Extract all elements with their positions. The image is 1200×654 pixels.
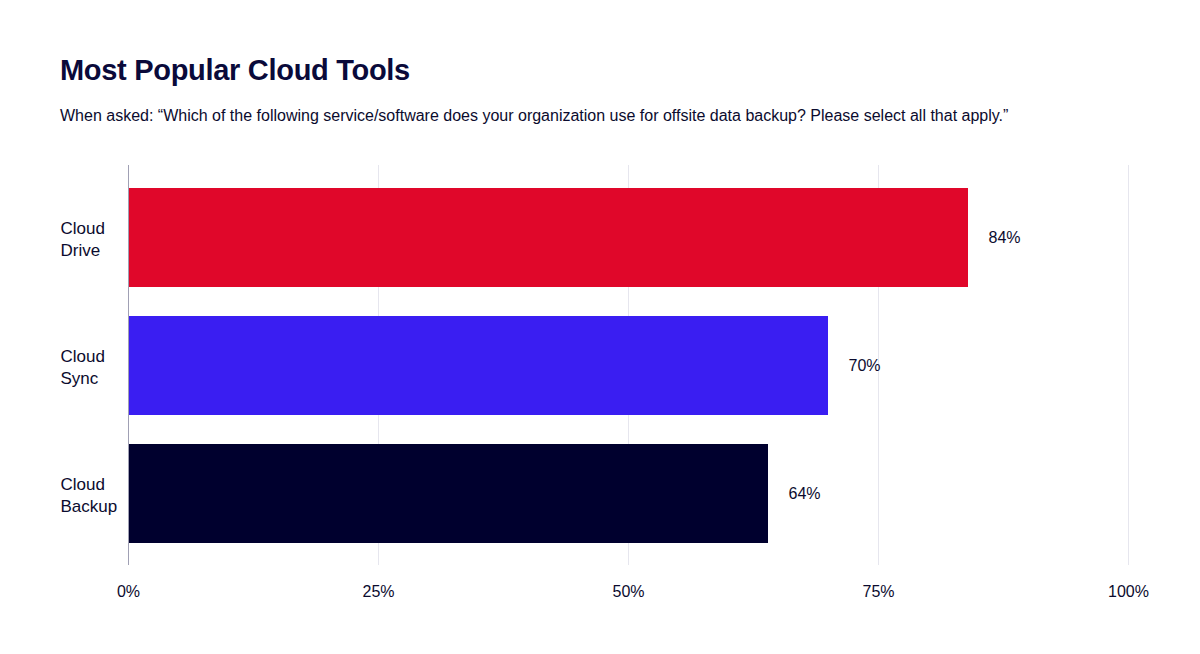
- svg-text:75%: 75%: [862, 583, 894, 600]
- html-text:When asked: “Which of the foll: When asked: “Which of the following serv…: [60, 107, 1009, 124]
- html-text:Most Popular Cloud Tools: Most Popular Cloud Tools: [60, 54, 410, 86]
- svg-text:CloudBackup: CloudBackup: [61, 475, 118, 516]
- svg-text:CloudDrive: CloudDrive: [61, 219, 105, 260]
- svg-text:25%: 25%: [362, 583, 394, 600]
- svg-text:70%: 70%: [849, 357, 881, 374]
- svg-text:84%: 84%: [989, 229, 1021, 246]
- svg-text:0%: 0%: [117, 583, 140, 600]
- svg-text:100%: 100%: [1108, 583, 1149, 600]
- svg-text:50%: 50%: [612, 583, 644, 600]
- svg-text:64%: 64%: [789, 485, 821, 502]
- svg-text:CloudSync: CloudSync: [61, 347, 105, 388]
